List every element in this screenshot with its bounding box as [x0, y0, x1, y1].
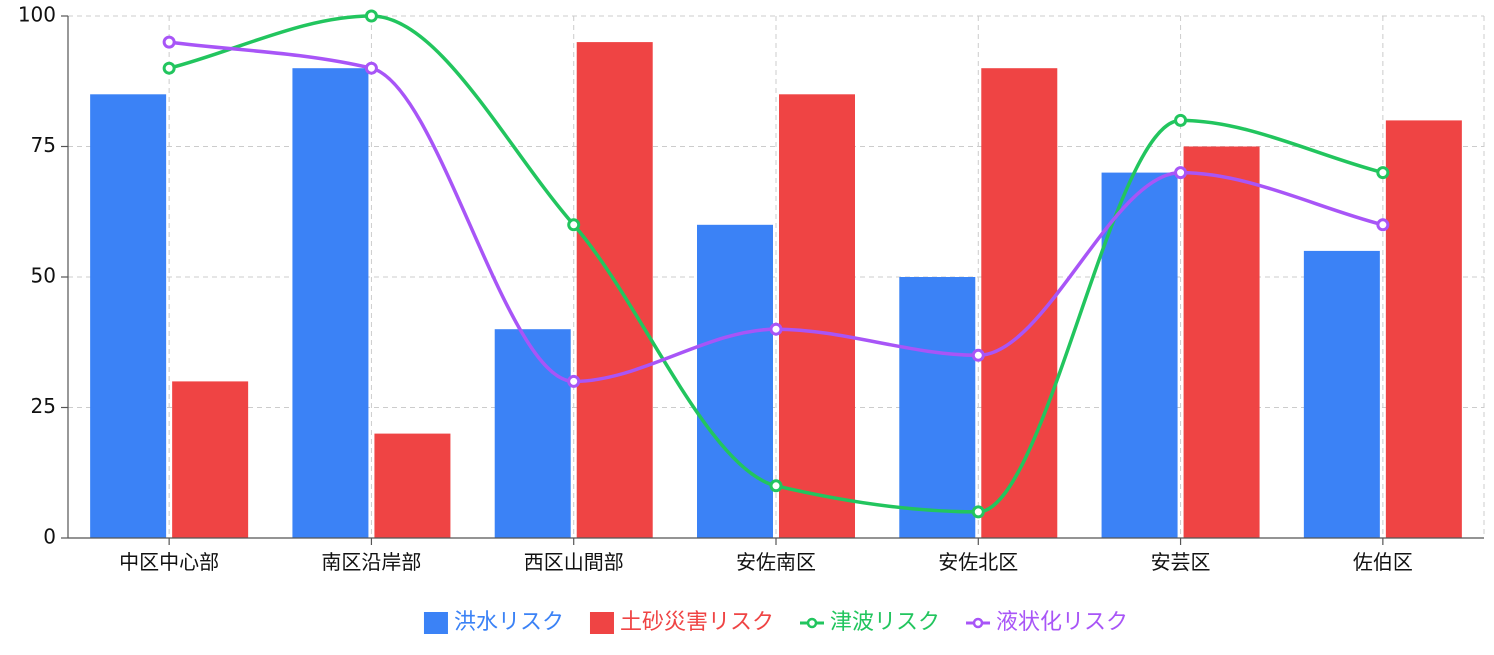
data-point[interactable]	[971, 505, 985, 519]
legend-label: 津波リスク	[830, 610, 940, 635]
bar[interactable]	[981, 68, 1058, 538]
legend-item[interactable]: 津波リスク	[800, 610, 940, 635]
lines	[162, 9, 1390, 519]
bar[interactable]	[1101, 172, 1178, 538]
legend-label: 液状化リスク	[996, 610, 1128, 635]
bar[interactable]	[292, 68, 369, 538]
bar[interactable]	[1385, 120, 1462, 539]
data-point[interactable]	[769, 479, 783, 493]
series-line	[168, 40, 1384, 384]
data-point[interactable]	[1174, 113, 1188, 127]
legend-swatch	[423, 612, 448, 634]
bars	[90, 42, 1462, 539]
data-point[interactable]	[567, 218, 581, 232]
x-tick-label: 安佐北区	[938, 550, 1018, 574]
bar[interactable]	[90, 94, 167, 539]
bar[interactable]	[1303, 250, 1380, 538]
legend-label: 土砂災害リスク	[620, 610, 774, 635]
axes: 0 25 50 75 100 中区中心部 南区沿岸部 西区山間部 安佐南区 安佐北区 安芸区 佐伯区	[18, 3, 1484, 574]
x-tick-label: 西区山間部	[524, 550, 624, 574]
legend[interactable]: 洪水リスク 土砂災害リスク 津波リスク 液状化リスク	[423, 610, 1128, 635]
legend-item[interactable]: 土砂災害リスク	[589, 610, 774, 635]
data-point[interactable]	[769, 322, 783, 336]
y-tick-label: 75	[31, 133, 56, 157]
legend-marker-icon	[806, 617, 818, 629]
x-tick-label: 中区中心部	[119, 550, 219, 574]
x-tick-label: 安芸区	[1151, 550, 1211, 574]
x-tick-label: 安佐南区	[736, 550, 816, 574]
bar[interactable]	[899, 277, 976, 538]
legend-item[interactable]: 洪水リスク	[423, 610, 564, 635]
data-point[interactable]	[1376, 166, 1390, 180]
y-tick-label: 50	[31, 264, 56, 288]
bar[interactable]	[697, 224, 773, 539]
bar[interactable]	[172, 381, 249, 538]
bar[interactable]	[494, 329, 571, 538]
data-point[interactable]	[971, 348, 985, 362]
y-tick-label: 25	[31, 394, 56, 418]
legend-marker-icon	[972, 617, 984, 629]
grid	[68, 15, 1485, 538]
data-point[interactable]	[364, 9, 378, 23]
legend-item[interactable]: 液状化リスク	[966, 610, 1128, 635]
data-point[interactable]	[1376, 218, 1390, 232]
bar[interactable]	[779, 94, 855, 539]
x-tick-label: 南区沿岸部	[321, 550, 421, 574]
legend-label: 洪水リスク	[454, 610, 564, 635]
data-point[interactable]	[162, 35, 176, 49]
data-point[interactable]	[1174, 166, 1188, 180]
bar[interactable]	[1183, 146, 1260, 539]
bar[interactable]	[576, 42, 653, 538]
legend-swatch	[589, 612, 614, 634]
data-point[interactable]	[162, 61, 176, 75]
bar[interactable]	[374, 433, 451, 538]
y-tick-label: 0	[43, 525, 56, 549]
y-tick-label: 100	[18, 3, 56, 27]
x-tick-label: 佐伯区	[1353, 550, 1413, 574]
data-point[interactable]	[364, 61, 378, 75]
data-point[interactable]	[567, 374, 581, 388]
